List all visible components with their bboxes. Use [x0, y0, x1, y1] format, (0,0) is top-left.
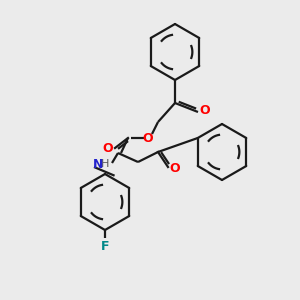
Text: O: O: [200, 104, 210, 118]
Text: O: O: [143, 131, 153, 145]
Text: F: F: [101, 239, 109, 253]
Text: O: O: [103, 142, 113, 155]
Text: N: N: [93, 158, 103, 172]
Text: O: O: [170, 161, 180, 175]
Text: H: H: [101, 159, 109, 169]
